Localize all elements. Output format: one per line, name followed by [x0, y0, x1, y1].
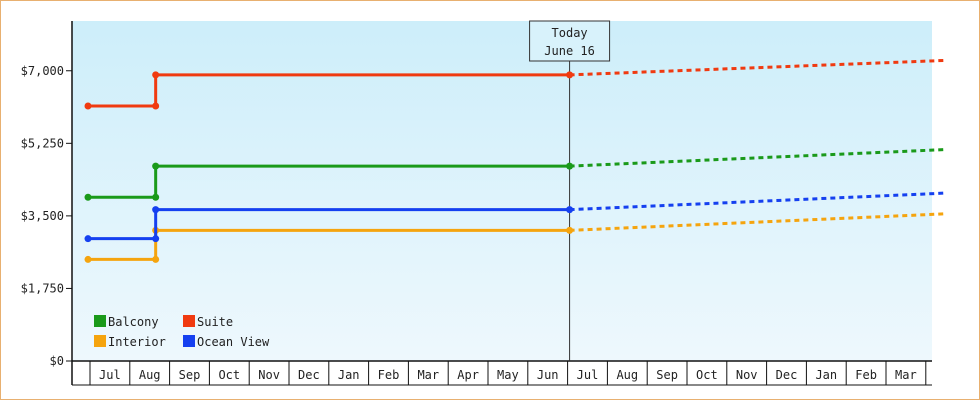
legend-swatch: [183, 315, 195, 327]
y-tick-label: $0: [50, 354, 64, 368]
today-callout-box: [529, 20, 611, 62]
x-month-label: May: [497, 368, 519, 382]
series-point: [566, 206, 574, 214]
legend-label: Ocean View: [197, 335, 270, 349]
series-line-ocean-view: [88, 208, 570, 241]
today-label: Today: [552, 26, 588, 40]
series-point: [152, 255, 160, 263]
series-point: [152, 193, 160, 201]
x-month-label: Jun: [537, 368, 559, 382]
x-month-label: Mar: [895, 368, 917, 382]
series-point: [152, 235, 160, 243]
x-month-label: Sep: [179, 368, 201, 382]
x-month-label: Aug: [139, 368, 161, 382]
series-point: [566, 226, 574, 234]
legend-label: Balcony: [108, 315, 159, 329]
legend-swatch: [183, 335, 195, 347]
x-month-label: Feb: [378, 368, 400, 382]
legend-swatch: [94, 315, 106, 327]
series-point: [152, 102, 160, 110]
x-month-label: Oct: [696, 368, 718, 382]
x-month-label: Dec: [298, 368, 320, 382]
y-tick-label: $7,000: [21, 64, 64, 78]
plot-area: [72, 21, 932, 361]
x-month-label: Feb: [855, 368, 877, 382]
legend-label: Interior: [108, 335, 166, 349]
x-month-label: Apr: [457, 368, 479, 382]
series-point: [84, 102, 92, 110]
x-month-label: Dec: [776, 368, 798, 382]
series-line-suite: [88, 73, 570, 108]
y-tick-label: $3,500: [21, 209, 64, 223]
today-date: June 16: [544, 44, 595, 58]
y-tick-label: $5,250: [21, 136, 64, 150]
series-point: [84, 235, 92, 243]
x-month-label: Nov: [258, 368, 280, 382]
legend-label: Suite: [197, 315, 233, 329]
x-month-label: Jul: [99, 368, 121, 382]
series-lines: [84, 58, 946, 263]
x-month-label: Jan: [815, 368, 837, 382]
series-point: [566, 162, 574, 170]
x-month-label: Oct: [218, 368, 240, 382]
x-month-label: Sep: [656, 368, 678, 382]
series-line-interior: [88, 228, 570, 261]
x-axis: Jul Aug Sep Oct Nov Dec Jan Feb Mar Apr May Jun Jul A…: [72, 360, 932, 386]
x-month-label: Nov: [736, 368, 758, 382]
series-point: [152, 162, 160, 170]
y-tick-label: $1,750: [21, 281, 64, 295]
x-month-label: Jan: [338, 368, 360, 382]
x-month-label: Jul: [577, 368, 599, 382]
x-month-label: Mar: [417, 368, 439, 382]
series-point: [84, 193, 92, 201]
series-line-balcony: [88, 164, 570, 199]
legend-swatch: [94, 335, 106, 347]
y-axis: $0 $1,750 $3,500 $5,250 $7,000: [21, 21, 73, 385]
legend: Balcony Suite Interior Ocean View: [94, 315, 270, 349]
series-point: [152, 71, 160, 79]
x-month-label: Aug: [616, 368, 638, 382]
series-point: [566, 71, 574, 79]
series-point: [84, 255, 92, 263]
series-point: [152, 206, 160, 214]
